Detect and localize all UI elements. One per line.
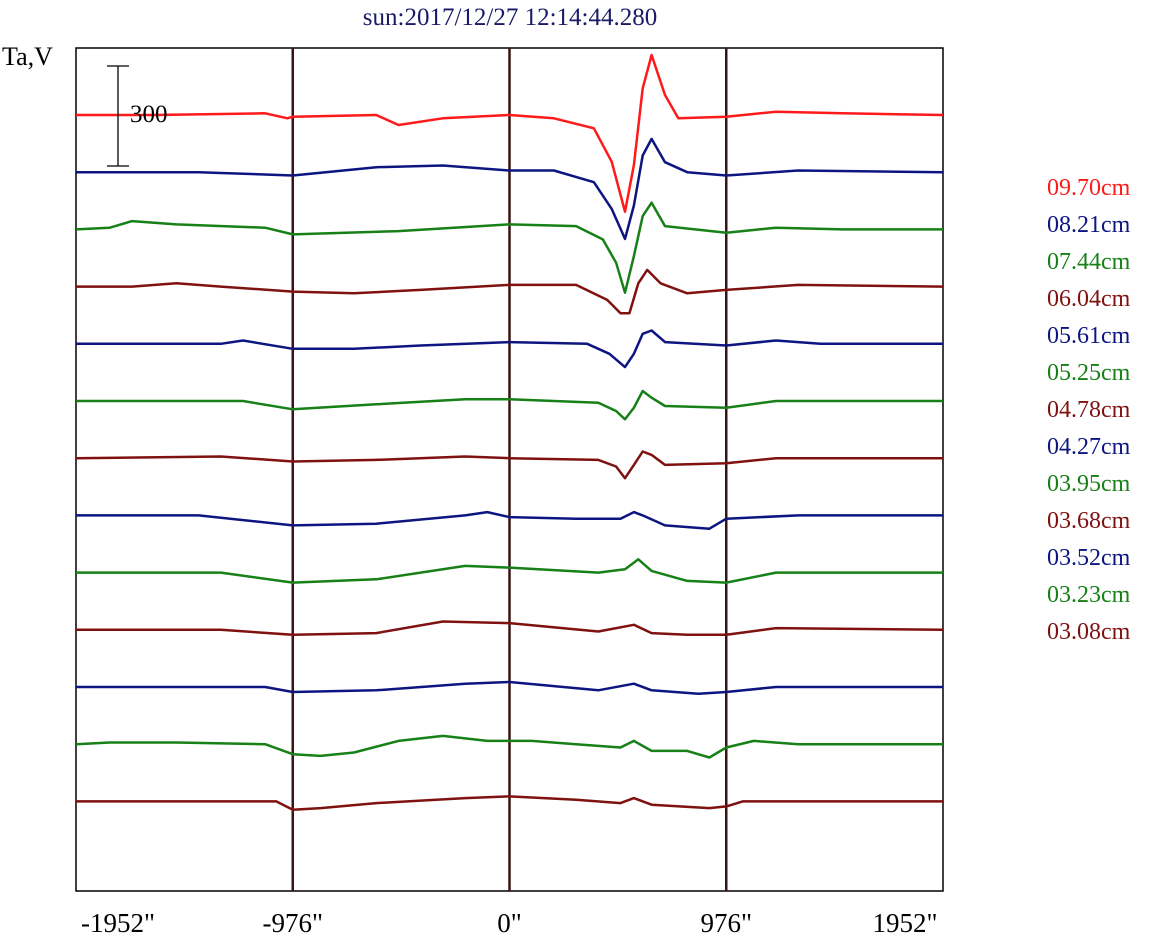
legend-item-03.68cm: 03.68cm	[1047, 508, 1131, 534]
legend-item-06.04cm: 06.04cm	[1047, 286, 1131, 312]
legend: 09.70cm 08.21cm 07.44cm 06.04cm 05.61cm 05.25…	[1047, 170, 1130, 651]
scale-bar-label: 300	[130, 101, 168, 128]
x-tick-label-4: 1952"	[872, 908, 937, 938]
series-line-03.95cm	[76, 558, 943, 584]
y-axis-label: Ta,V	[2, 42, 53, 71]
legend-item-03.08cm: 03.08cm	[1047, 619, 1131, 645]
legend-item-04.78cm: 04.78cm	[1047, 397, 1131, 423]
legend-item-04.27cm: 04.27cm	[1047, 434, 1131, 460]
series-line-04.78cm	[75, 450, 943, 480]
series-line-05.25cm	[76, 389, 943, 421]
series-line-04.27cm	[76, 510, 943, 530]
legend-item-03.52cm: 03.52cm	[1047, 545, 1131, 571]
x-tick-label-0: -1952"	[81, 908, 155, 938]
x-tick-label-1: -976"	[262, 908, 323, 938]
legend-item-05.25cm: 05.25cm	[1047, 360, 1131, 386]
series-line-03.68cm	[76, 620, 944, 637]
legend-item-09.70cm: 09.70cm	[1047, 175, 1131, 201]
x-tick-label-3: 976"	[700, 908, 752, 938]
series-line-07.44cm	[75, 201, 943, 294]
series-line-05.61cm	[76, 329, 943, 369]
legend-item-07.44cm: 07.44cm	[1047, 249, 1131, 275]
chart-title: sun:2017/12/27 12:14:44.280	[362, 4, 658, 31]
legend-item-08.21cm: 08.21cm	[1047, 212, 1131, 238]
legend-item-05.61cm: 05.61cm	[1047, 323, 1131, 349]
x-tick-label-2: 0"	[497, 908, 522, 938]
series-line-08.21cm	[76, 137, 944, 241]
series-line-06.04cm	[76, 268, 944, 315]
legend-item-03.95cm: 03.95cm	[1047, 471, 1131, 497]
series-line-03.23cm	[75, 734, 943, 759]
series-line-09.70cm	[76, 53, 944, 213]
legend-item-03.23cm: 03.23cm	[1047, 582, 1131, 608]
series-line-03.08cm	[76, 795, 943, 811]
series-line-03.52cm	[76, 680, 943, 695]
